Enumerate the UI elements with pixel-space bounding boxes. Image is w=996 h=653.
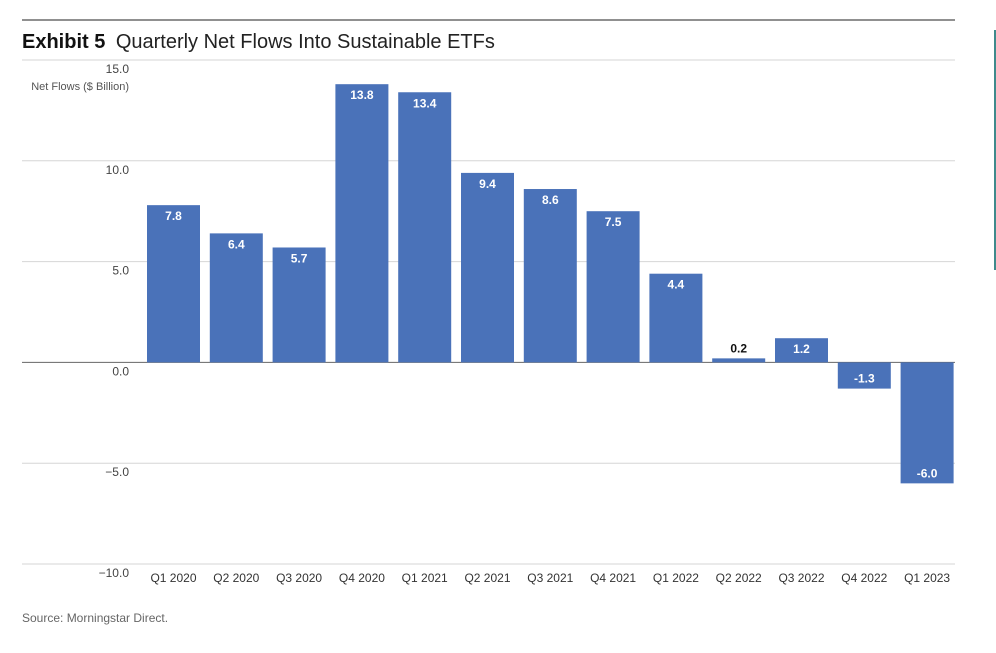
- bar-value-label: 6.4: [228, 237, 245, 251]
- bar-value-label: 8.6: [542, 193, 559, 207]
- right-accent-bar: [994, 30, 996, 270]
- chart-frame: Exhibit 5 Quarterly Net Flows Into Susta…: [22, 19, 996, 625]
- bar: [523, 189, 577, 363]
- bar-value-label: 0.2: [730, 341, 747, 355]
- chart-title: Quarterly Net Flows Into Sustainable ETF…: [116, 31, 495, 53]
- y-tick-label: 15.0: [106, 62, 130, 76]
- y-tick-label: 5.0: [112, 264, 129, 278]
- bar: [147, 205, 200, 363]
- bar-value-label: 5.7: [291, 251, 308, 265]
- x-axis-labels: Q1 2020 Q2 2020 Q3 2020 Q4 2020 Q1 2021 Q2 20…: [150, 571, 950, 585]
- y-axis-label: Net Flows ($ Billion): [31, 81, 129, 93]
- x-tick-label: Q4 2022: [841, 571, 887, 585]
- x-tick-label: Q3 2020: [276, 571, 322, 585]
- bars: [147, 84, 954, 484]
- svg-text:Exhibit 5 Quarterly Ne: Exhibit 5 Quarterly Net Flows Into Susta…: [22, 31, 495, 53]
- data-labels: 7.8 6.4 5.7 13.8 13.4 9.4 8.6 7.5 4.4 0.2 1.2 -1.3 -…: [165, 88, 938, 480]
- y-tick-label: 0.0: [112, 364, 129, 378]
- x-tick-label: Q1 2022: [653, 571, 699, 585]
- x-tick-label: Q2 2021: [464, 571, 510, 585]
- x-tick-label: Q1 2023: [904, 571, 950, 585]
- x-tick-label: Q1 2020: [150, 571, 196, 585]
- x-tick-label: Q4 2020: [339, 571, 385, 585]
- bar: [837, 362, 891, 389]
- bar-value-label: 13.8: [350, 88, 374, 102]
- x-tick-label: Q3 2022: [778, 571, 824, 585]
- x-tick-label: Q3 2021: [527, 571, 573, 585]
- bar: [398, 92, 452, 363]
- source-note: Source: Morningstar Direct.: [22, 611, 168, 625]
- y-tick-label: −10.0: [99, 566, 130, 580]
- bar: [900, 362, 954, 484]
- bar: [272, 247, 326, 363]
- bar-value-label: 7.5: [605, 215, 622, 229]
- bar: [586, 211, 640, 363]
- bar-value-label: 1.2: [793, 342, 810, 356]
- x-tick-label: Q2 2020: [213, 571, 259, 585]
- bar: [461, 172, 514, 363]
- bar-value-label: 13.4: [413, 96, 437, 110]
- bar-value-label: 4.4: [668, 278, 685, 292]
- bar: [335, 84, 389, 363]
- y-tick-label: −5.0: [105, 465, 129, 479]
- bar: [712, 358, 766, 363]
- bar: [775, 338, 828, 363]
- bar: [209, 233, 263, 363]
- bar-value-label: 9.4: [479, 177, 496, 191]
- bar: [649, 273, 703, 363]
- bar-value-label: -6.0: [917, 466, 938, 480]
- exhibit-label: Exhibit 5: [22, 31, 105, 53]
- x-tick-label: Q4 2021: [590, 571, 636, 585]
- x-tick-label: Q2 2022: [716, 571, 762, 585]
- x-tick-label: Q1 2021: [402, 571, 448, 585]
- bar-value-label: -1.3: [854, 372, 875, 386]
- bar-value-label: 7.8: [165, 209, 182, 223]
- y-tick-label: 10.0: [106, 163, 130, 177]
